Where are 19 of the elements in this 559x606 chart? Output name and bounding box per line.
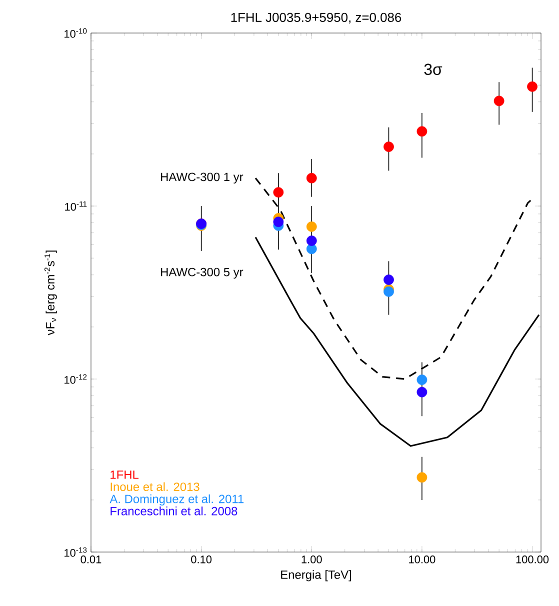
- annotation: 3σ: [424, 64, 442, 75]
- x-tick-label: 10.00: [409, 556, 436, 564]
- chart-title: 1FHL J0035.9+5950, z=0.086: [231, 12, 402, 24]
- text: HAWC-300 5 yr: [161, 268, 244, 279]
- y-tick-label: 10$^{-12}$: [64, 374, 87, 384]
- y-tick-label: 10$^{-11}$: [65, 201, 87, 211]
- x-tick-label: 0.10: [191, 556, 212, 564]
- text: Franceschini et al. 2008: [110, 506, 238, 516]
- x-tick-label: 0.01: [80, 556, 102, 564]
- x-tick-label: 100.00: [516, 556, 549, 564]
- y-tick-label: 10$^{-10}$: [64, 28, 87, 38]
- text: A. Dominguez et al. 2011: [110, 494, 244, 506]
- text: 1FHL: [110, 470, 139, 479]
- y-axis-title: νF$_{ν}$ [erg cm$^{-2}$s$^{-1}$]: [44, 250, 57, 336]
- text: Inoue et al. 2013: [110, 482, 200, 492]
- x-tick-label: 1.00: [302, 556, 322, 564]
- series-label: HAWC-300 1 yr: [161, 172, 244, 184]
- x-axis-title: Energia [TeV]: [281, 570, 352, 582]
- y-tick-label: 10$^{-13}$: [64, 547, 87, 557]
